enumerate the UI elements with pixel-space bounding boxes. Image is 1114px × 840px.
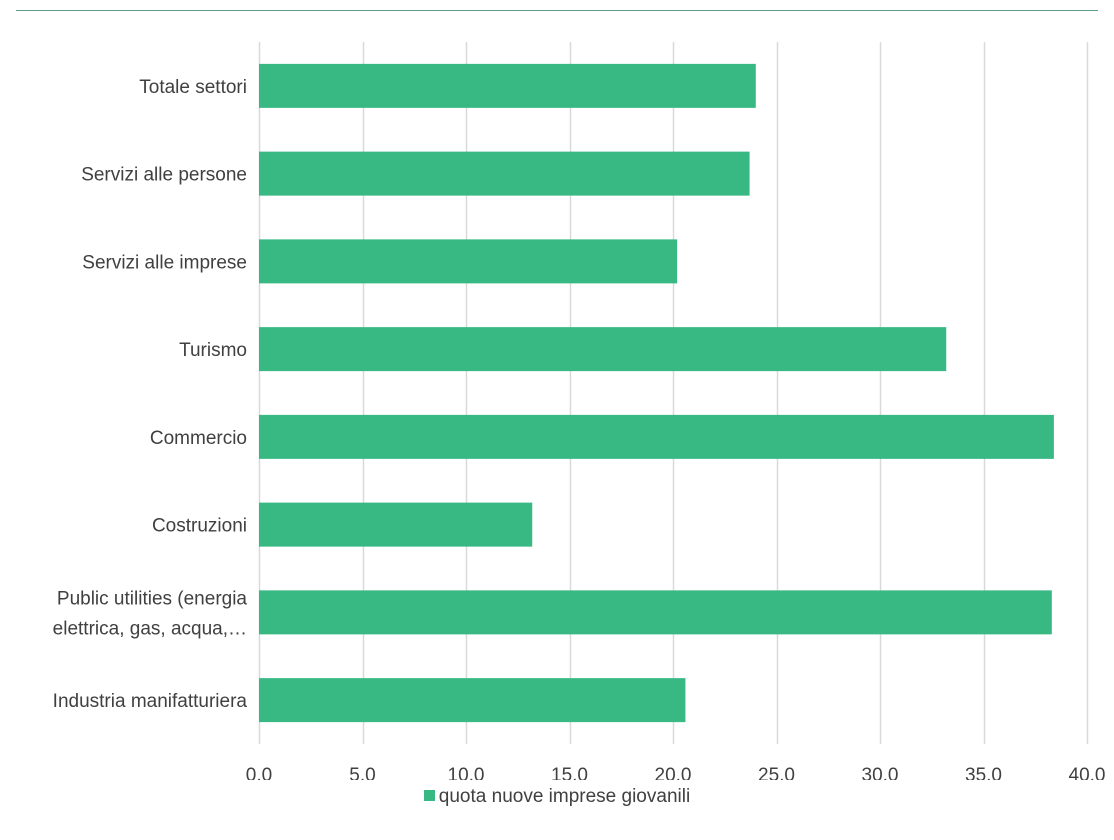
category-label-line: Costruzioni [152, 516, 247, 537]
x-tick-label: 30,0 [862, 765, 899, 780]
bar [259, 327, 947, 372]
bar [259, 63, 756, 108]
x-tick-label: 15,0 [551, 765, 588, 780]
category-label: Costruzioni [152, 516, 247, 537]
category-label-line: Turismo [179, 340, 247, 361]
category-label: Industria manifatturiera [53, 691, 248, 712]
bar [259, 590, 1052, 635]
category-label-line: elettrica, gas, acqua,… [53, 618, 247, 639]
category-label-line: Public utilities (energia [57, 588, 248, 609]
bar [259, 414, 1054, 459]
x-tick-labels: 0,0 5,0 10,0 15,0 20,0 25,0 30,0 35,0 40,0 [246, 765, 1106, 780]
category-label-line: Commercio [150, 428, 247, 449]
top-rule [16, 10, 1098, 11]
category-label: Totale settori [139, 77, 247, 98]
category-label: Commercio [150, 428, 247, 449]
x-tick-label: 0,0 [246, 765, 272, 780]
x-tick-label: 25,0 [758, 765, 795, 780]
bar [259, 239, 678, 284]
bars [259, 63, 1054, 723]
category-label-line: Servizi alle imprese [82, 252, 247, 273]
bar [259, 678, 686, 723]
category-label: Servizi alle imprese [82, 252, 247, 273]
category-label: Public utilities (energia elettrica, gas,… [53, 588, 248, 639]
legend: quota nuove imprese giovanili [0, 787, 1114, 807]
x-tick-label: 40,0 [1069, 765, 1106, 780]
category-label: Turismo [179, 340, 247, 361]
gridlines [258, 42, 1089, 744]
x-tick-label: 10,0 [448, 765, 485, 780]
category-label-line: Industria manifatturiera [53, 691, 248, 712]
bar-chart: Totale settori Servizi alle persone Serviz… [53, 42, 1106, 780]
legend-swatch [423, 790, 435, 801]
legend-label: quota nuove imprese giovanili [438, 786, 691, 807]
x-tick-label: 20,0 [655, 765, 692, 780]
category-labels: Totale settori Servizi alle persone Serviz… [53, 77, 248, 712]
category-label-line: Servizi alle persone [81, 165, 247, 186]
bar [259, 502, 533, 547]
category-label-line: Totale settori [139, 77, 247, 98]
x-tick-label: 35,0 [965, 765, 1002, 780]
category-label: Servizi alle persone [81, 165, 247, 186]
x-tick-label: 5,0 [349, 765, 375, 780]
bar [259, 151, 750, 196]
